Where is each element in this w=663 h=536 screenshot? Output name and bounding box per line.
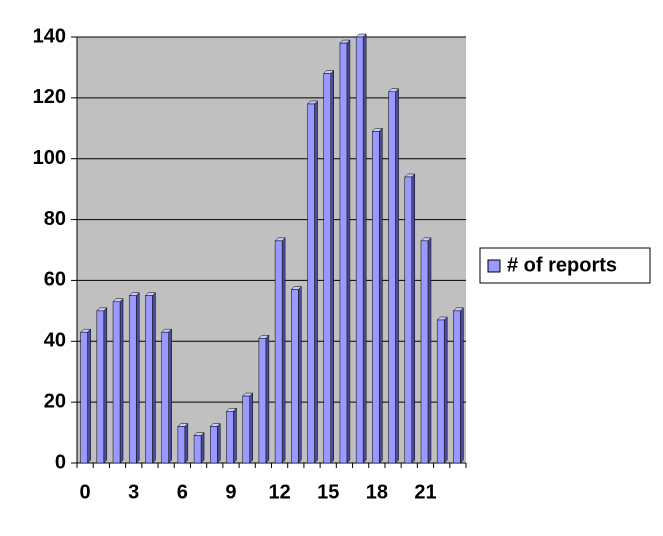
bar-side xyxy=(265,334,270,464)
bar xyxy=(80,331,88,464)
bar xyxy=(112,301,121,464)
bar-side xyxy=(379,127,383,464)
legend-label: # of reports xyxy=(507,254,617,276)
bar-side xyxy=(298,285,302,464)
x-tick-label: 15 xyxy=(317,481,339,503)
bar xyxy=(274,240,283,464)
bar-side xyxy=(427,237,432,464)
y-tick-label: 100 xyxy=(33,147,66,169)
y-tick-label: 80 xyxy=(44,208,66,230)
bar-side xyxy=(200,432,205,464)
x-tick-label: 9 xyxy=(225,481,236,503)
bar xyxy=(388,91,396,464)
bar xyxy=(404,176,413,464)
bar xyxy=(128,295,137,464)
legend-swatch xyxy=(487,259,501,273)
bar xyxy=(372,131,380,464)
x-tick-label: 21 xyxy=(414,481,436,503)
x-tick-label: 3 xyxy=(128,481,139,503)
bar xyxy=(355,36,364,464)
bar-side xyxy=(314,100,318,464)
bar-side xyxy=(362,33,367,464)
legend xyxy=(479,247,651,284)
bar xyxy=(210,426,218,464)
bar-side xyxy=(460,307,464,464)
bar xyxy=(161,331,169,464)
y-tick-label: 0 xyxy=(55,451,66,473)
bar-side xyxy=(184,422,189,464)
bar xyxy=(258,337,267,464)
bar xyxy=(226,411,234,464)
x-tick-label: 12 xyxy=(268,481,290,503)
bar-side xyxy=(281,237,286,464)
plot-area xyxy=(77,37,466,463)
bar-side xyxy=(411,173,416,464)
y-tick-label: 60 xyxy=(44,269,66,291)
bar-side xyxy=(346,39,351,464)
bar-side xyxy=(217,422,221,464)
bar xyxy=(420,240,429,464)
y-tick-label: 140 xyxy=(33,25,66,47)
bar xyxy=(242,395,250,464)
bar-side xyxy=(249,392,253,464)
bar xyxy=(177,426,186,464)
bar xyxy=(323,73,331,464)
bar-side xyxy=(233,407,237,464)
bar xyxy=(145,295,153,464)
bar-side xyxy=(103,307,108,464)
y-tick-label: 20 xyxy=(44,390,66,412)
bar-side xyxy=(87,328,91,464)
bar xyxy=(307,103,315,464)
bar xyxy=(436,319,445,464)
bar xyxy=(291,289,299,464)
y-tick-label: 40 xyxy=(44,330,66,352)
bar xyxy=(96,310,105,464)
bar-side xyxy=(119,298,124,464)
x-tick-label: 0 xyxy=(80,481,91,503)
x-tick-label: 18 xyxy=(366,481,388,503)
bar-side xyxy=(443,316,448,464)
bar-side xyxy=(330,69,334,464)
bar-side xyxy=(168,328,172,464)
bar-side xyxy=(135,292,140,464)
bar xyxy=(453,310,461,464)
x-tick-label: 6 xyxy=(177,481,188,503)
bar-side xyxy=(395,88,399,464)
bar xyxy=(193,435,202,464)
bar-side xyxy=(152,292,156,464)
bar xyxy=(339,42,348,464)
y-tick-label: 120 xyxy=(33,86,66,108)
